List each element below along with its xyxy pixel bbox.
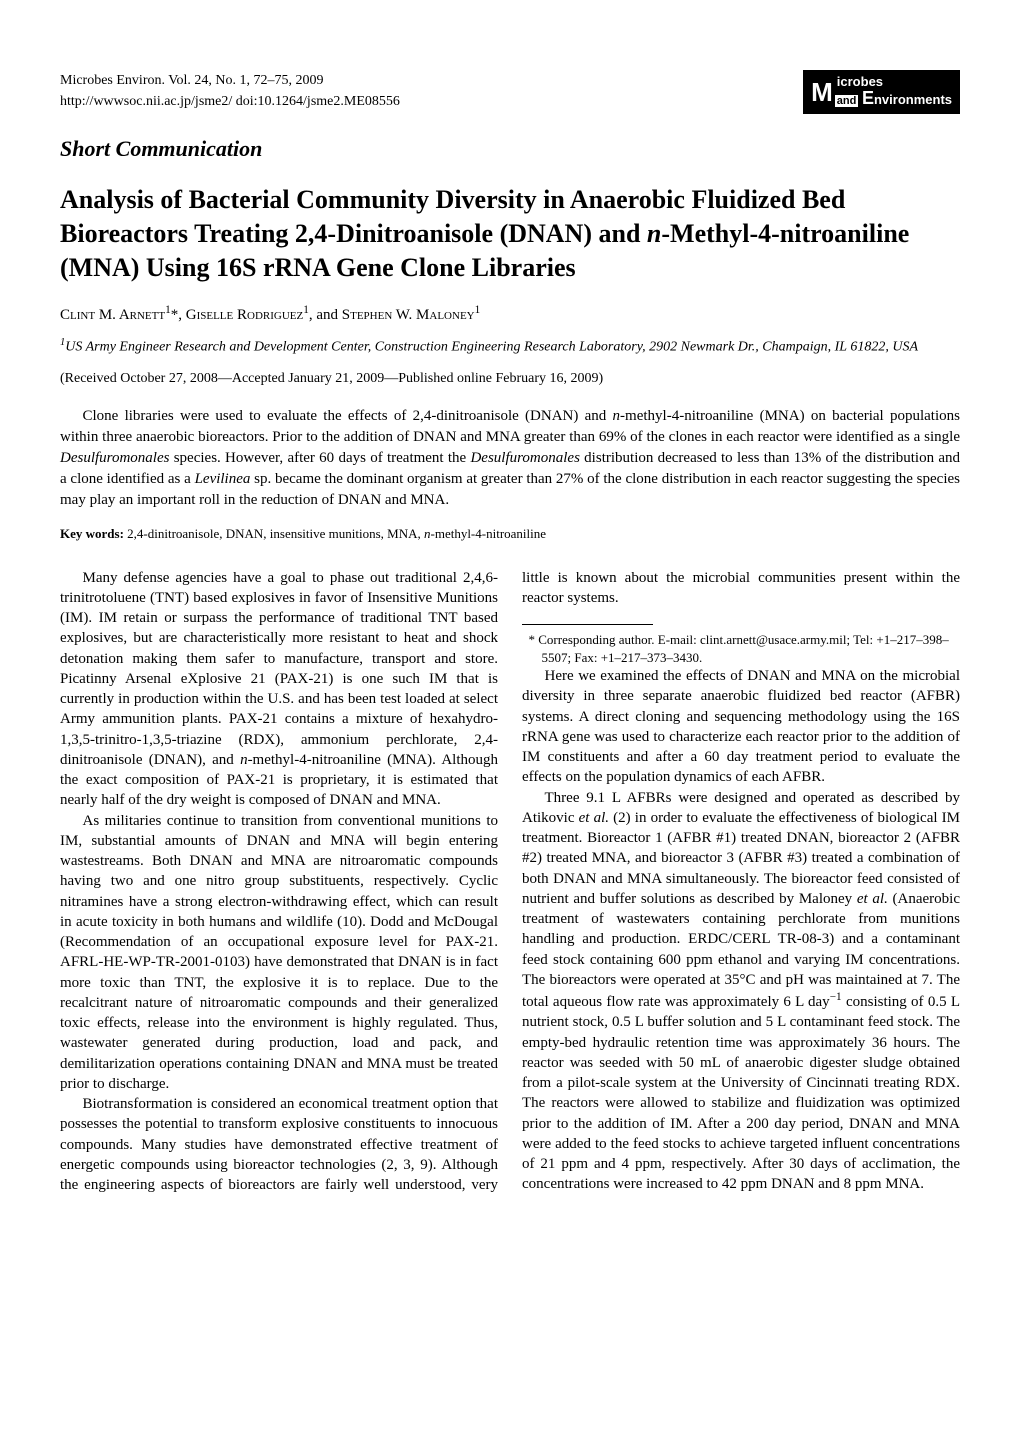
body-para-2: As militaries continue to transition fro… (60, 811, 498, 1095)
keywords-text: 2,4-dinitroanisole, DNAN, insensitive mu… (124, 526, 546, 541)
logo-m-icon: M (811, 74, 833, 110)
received-dates: (Received October 27, 2008—Accepted Janu… (60, 369, 960, 389)
footnote-block: * Corresponding author. E-mail: clint.ar… (522, 624, 960, 666)
journal-line2: http://wwwsoc.nii.ac.jp/jsme2/ doi:10.12… (60, 91, 400, 112)
footnote-separator (522, 624, 653, 625)
section-label: Short Communication (60, 134, 960, 165)
keywords-label: Key words: (60, 526, 124, 541)
logo-text: icrobes and Environments (837, 75, 952, 109)
logo-and: and (835, 95, 859, 107)
body-para-4: Here we examined the effects of DNAN and… (522, 666, 960, 788)
keywords: Key words: 2,4-dinitroanisole, DNAN, ins… (60, 525, 960, 543)
body-text: Many defense agencies have a goal to pha… (60, 568, 960, 1196)
affiliation: 1US Army Engineer Research and Developme… (60, 336, 960, 357)
body-para-5: Three 9.1 L AFBRs were designed and oper… (522, 788, 960, 1195)
footnote-text: Corresponding author. E-mail: clint.arne… (538, 632, 948, 665)
corresponding-author-footnote: * Corresponding author. E-mail: clint.ar… (522, 631, 960, 666)
footnote-marker: * (529, 632, 536, 647)
abstract-text: Clone libraries were used to evaluate th… (60, 406, 960, 511)
authors: Clint M. Arnett1*, Giselle Rodriguez1, a… (60, 303, 960, 326)
logo-line2: and Environments (837, 89, 952, 109)
logo-line1: icrobes (837, 75, 952, 89)
article-title: Analysis of Bacterial Community Diversit… (60, 183, 960, 284)
journal-info: Microbes Environ. Vol. 24, No. 1, 72–75,… (60, 70, 400, 112)
abstract: Clone libraries were used to evaluate th… (60, 406, 960, 511)
body-para-1: Many defense agencies have a goal to pha… (60, 568, 498, 811)
journal-line1: Microbes Environ. Vol. 24, No. 1, 72–75,… (60, 70, 400, 91)
header-row: Microbes Environ. Vol. 24, No. 1, 72–75,… (60, 70, 960, 114)
journal-logo: M icrobes and Environments (803, 70, 960, 114)
